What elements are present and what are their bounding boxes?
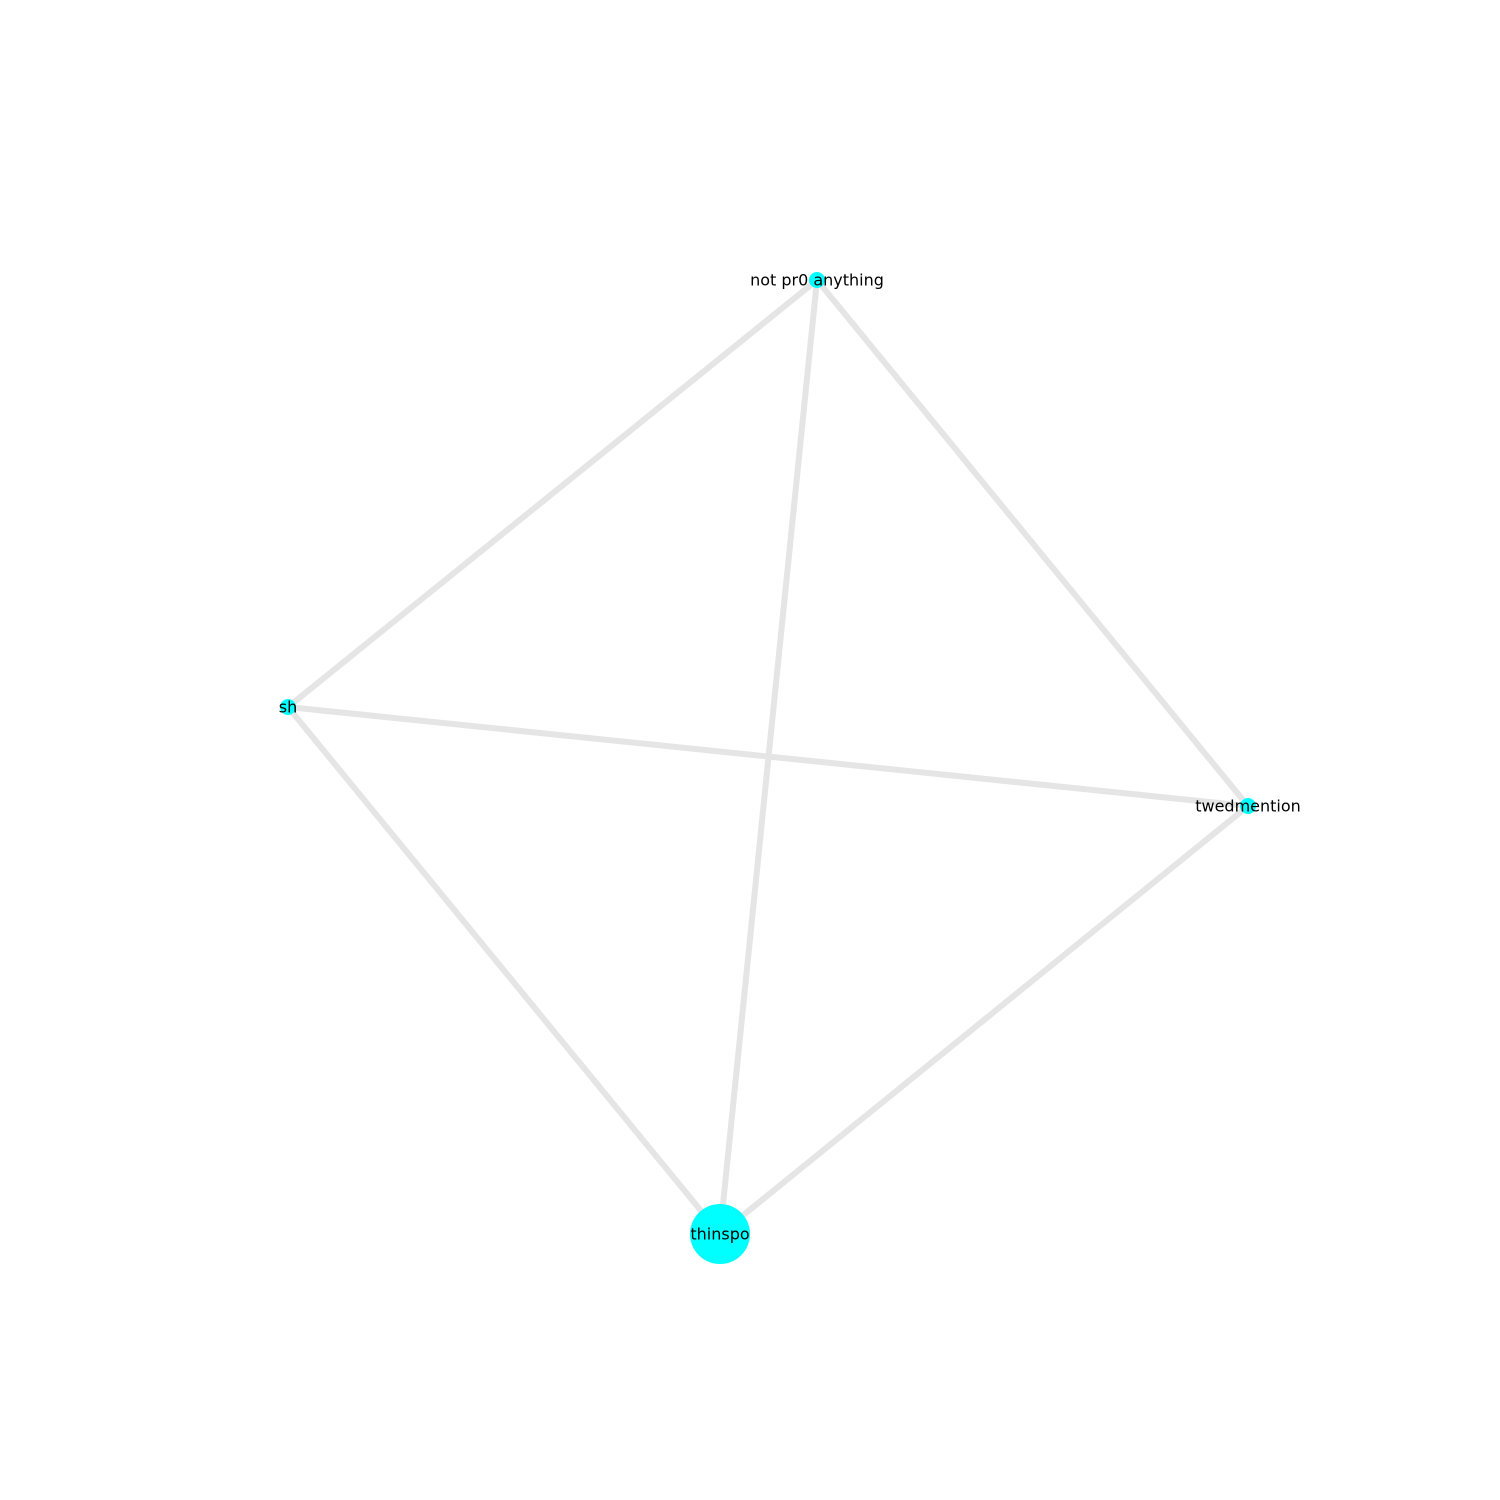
edge-twedmention-thinspo — [718, 803, 1250, 1237]
edges-layer — [285, 277, 1251, 1237]
node-label-thinspo: thinspo — [690, 1225, 749, 1244]
edge-not-pr0-anything-sh — [286, 277, 819, 710]
edge-sh-twedmention — [287, 704, 1249, 809]
edge-sh-thinspo — [285, 705, 723, 1236]
edge-not-pr0-anything-twedmention — [814, 278, 1251, 808]
node-not-pr0-anything — [809, 272, 825, 288]
node-label-sh: sh — [279, 698, 297, 717]
nodes-layer — [280, 272, 1256, 1264]
node-label-twedmention: twedmention — [1195, 797, 1301, 816]
node-label-not-pr0-anything: not pr0 anything — [750, 271, 884, 290]
node-sh — [280, 699, 296, 715]
node-thinspo — [690, 1204, 750, 1264]
labels-layer: not pr0 anything sh twedmention thinspo — [279, 271, 1301, 1244]
node-twedmention — [1240, 798, 1256, 814]
